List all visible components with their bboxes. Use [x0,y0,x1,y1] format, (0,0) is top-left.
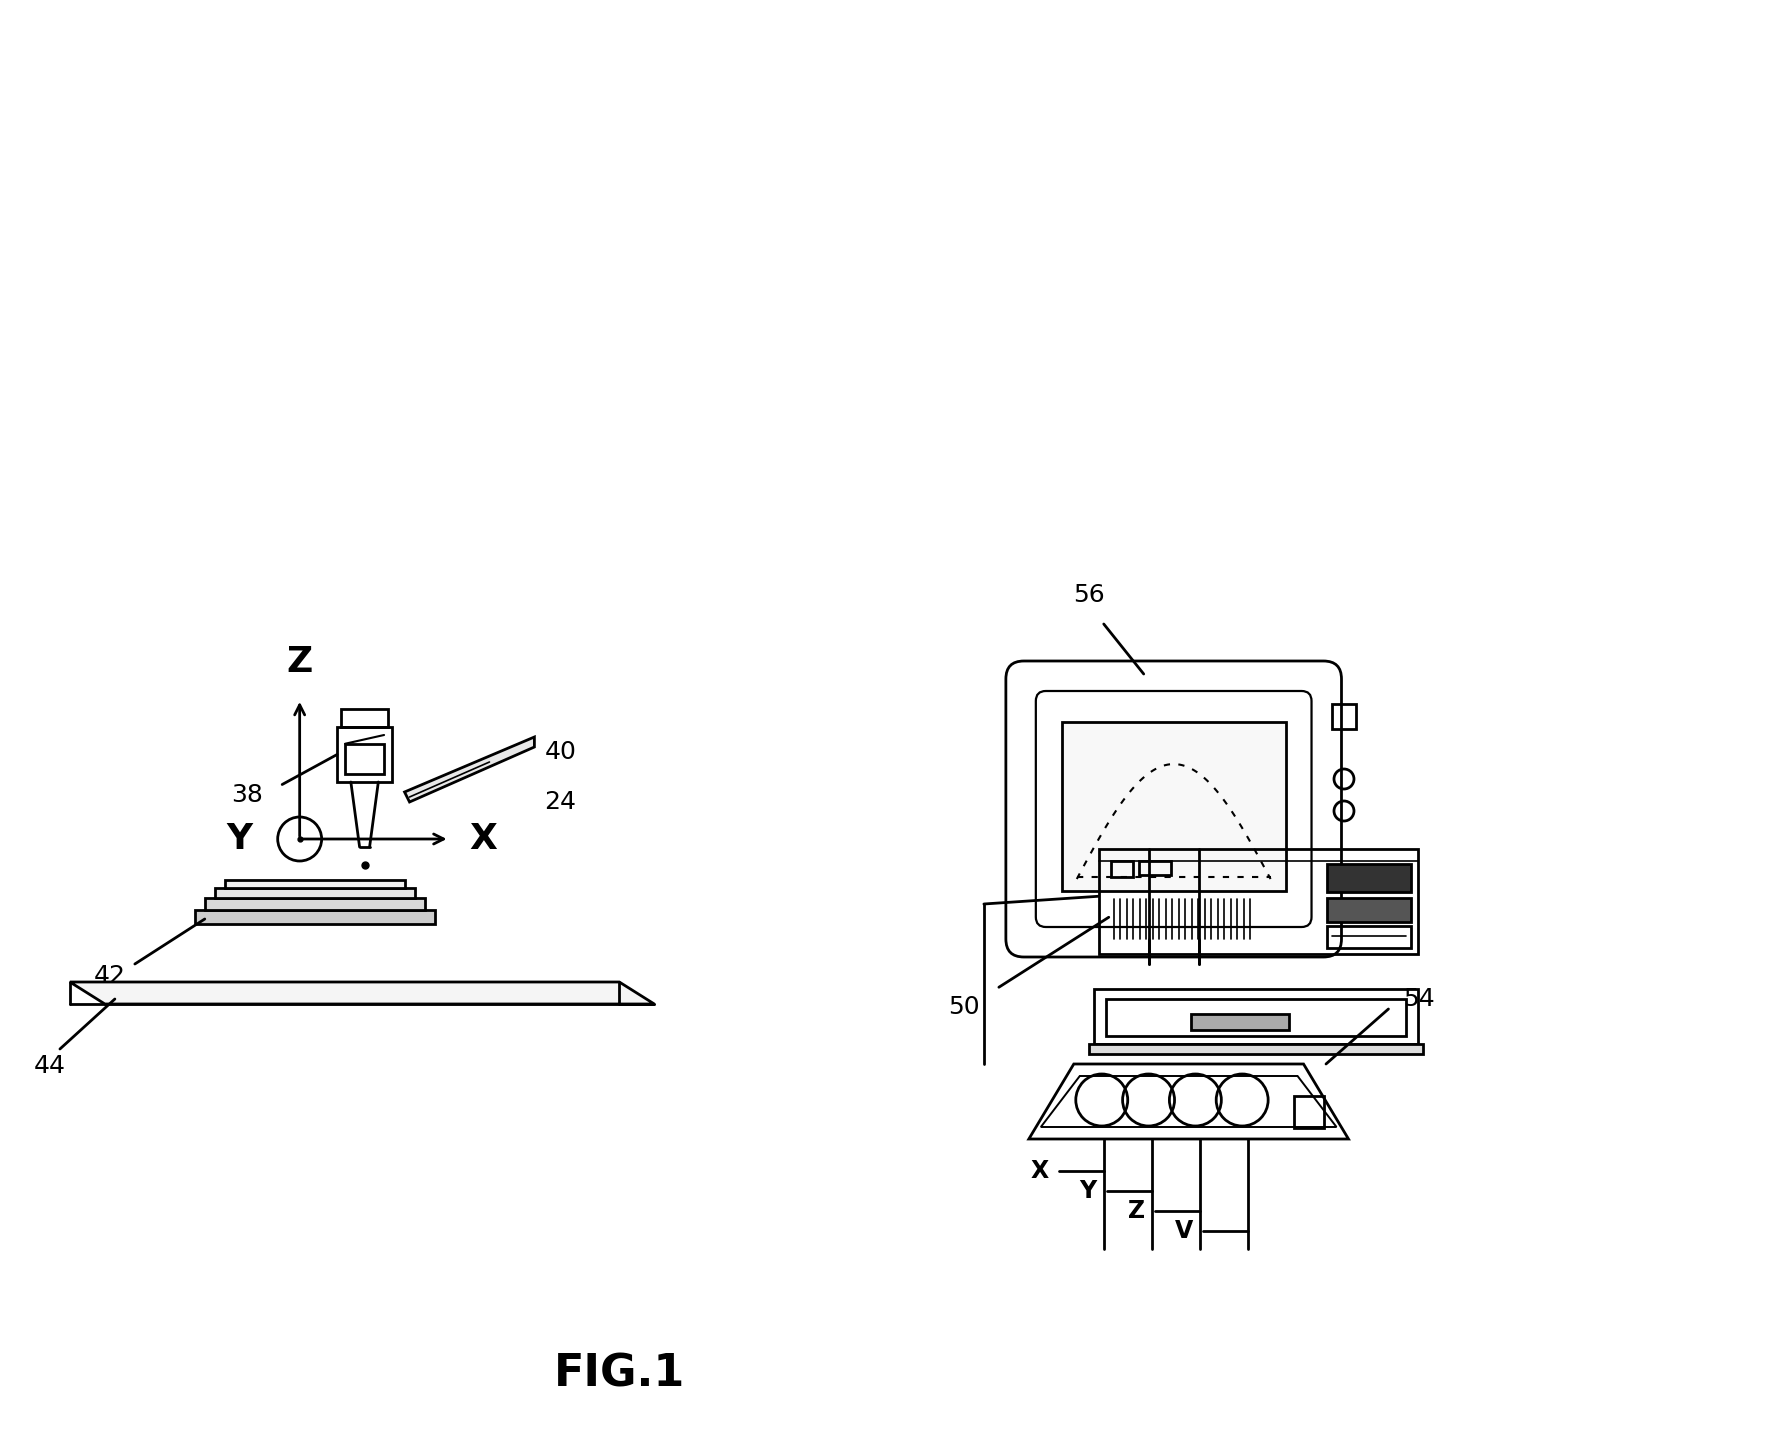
Bar [345,744,384,774]
Bar [1111,861,1133,876]
Bar [215,888,414,898]
Text: FIG.1: FIG.1 [553,1353,685,1396]
Bar [341,709,388,727]
Polygon shape [69,981,654,1004]
Text: V: V [1175,1219,1193,1243]
Bar [1326,898,1412,922]
Bar [1093,989,1419,1045]
Bar [1332,704,1357,730]
Text: 24: 24 [544,790,576,814]
Text: Y: Y [1079,1179,1097,1203]
Text: 42: 42 [94,964,126,989]
Text: Z: Z [286,645,313,679]
Text: X: X [469,822,498,856]
Text: 56: 56 [1072,583,1104,607]
Bar [1106,999,1406,1036]
Text: Y: Y [228,822,252,856]
Polygon shape [1029,1063,1348,1140]
Text: 38: 38 [231,783,263,806]
Text: 50: 50 [948,996,980,1019]
Bar [1326,863,1412,892]
FancyBboxPatch shape [1006,661,1341,957]
Text: 54: 54 [1403,987,1435,1012]
Bar [1099,849,1419,954]
Text: 44: 44 [34,1053,66,1078]
Bar [196,909,434,924]
Bar [204,898,425,909]
Bar [1191,1013,1289,1030]
Bar [1294,1095,1323,1128]
FancyBboxPatch shape [1037,691,1312,927]
Bar [1326,927,1412,948]
Polygon shape [405,737,535,802]
Bar [338,727,393,781]
Bar [1088,1045,1424,1053]
Text: 40: 40 [544,740,576,764]
Text: X: X [1031,1158,1049,1183]
Text: Z: Z [1127,1199,1145,1223]
Bar [224,881,405,888]
Bar [1138,861,1170,875]
Bar [1061,722,1285,891]
